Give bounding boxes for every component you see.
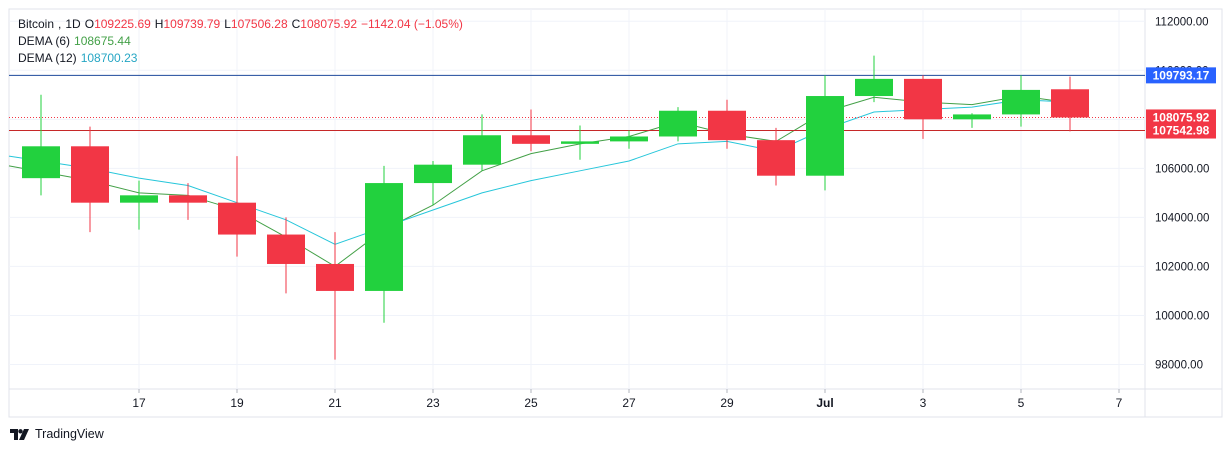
x-tick-label: 23 — [426, 396, 440, 410]
candle-body — [659, 110, 697, 137]
price-badge-label: 109793.17 — [1153, 68, 1210, 82]
price-badge — [1146, 122, 1216, 139]
brand-name: TradingView — [35, 427, 104, 441]
price-badge — [1146, 67, 1216, 84]
x-tick-label: 7 — [1116, 396, 1123, 410]
candle-body — [708, 110, 746, 141]
tradingview-icon — [10, 428, 29, 440]
candle — [904, 75, 942, 139]
candle-body — [806, 96, 844, 176]
y-tick-label: 106000.00 — [1155, 163, 1209, 175]
candle — [71, 126, 109, 233]
indicator-value: 108700.23 — [80, 51, 138, 65]
candle — [512, 109, 550, 152]
change-value: −1142.04 (−1.05%) — [361, 17, 463, 31]
candle — [757, 127, 795, 186]
indicator-legend-dema12[interactable]: DEMA (12) 108700.23 — [18, 50, 463, 67]
candle-body — [22, 146, 60, 179]
chart-frame — [8, 8, 1223, 418]
candle — [120, 180, 158, 230]
y-tick-label: 98000.00 — [1155, 359, 1203, 371]
indicator-line-dema-12- — [8, 99, 1071, 245]
open-value: 109225.69 — [94, 17, 151, 31]
candle-body — [512, 135, 550, 144]
candle-body — [365, 183, 403, 291]
candle — [169, 183, 207, 220]
x-tick-label: 19 — [230, 396, 244, 410]
symbol-legend-row: Bitcoin, 1D O109225.69 H109739.79 L10750… — [18, 17, 463, 31]
candle-body — [169, 195, 207, 203]
y-tick-label: 100000.00 — [1155, 310, 1209, 322]
high-label: H — [154, 17, 164, 31]
candle-body — [316, 263, 354, 291]
x-tick-label: 3 — [920, 396, 927, 410]
y-tick-label: 112000.00 — [1155, 16, 1209, 28]
symbol-interval: 1D — [65, 17, 81, 31]
indicator-legend-dema6[interactable]: DEMA (6) 108675.44 — [18, 33, 463, 50]
x-tick-label: Jul — [816, 396, 833, 410]
y-tick-label: 104000.00 — [1155, 212, 1209, 224]
x-tick-label: 29 — [720, 396, 734, 410]
candle — [806, 75, 844, 191]
candle-body — [1002, 89, 1040, 115]
candle — [855, 55, 893, 103]
candle-body — [218, 202, 256, 235]
candle — [218, 156, 256, 257]
candle — [708, 99, 746, 149]
candle — [316, 232, 354, 360]
x-tick-label: 25 — [524, 396, 538, 410]
x-tick-label: 27 — [622, 396, 636, 410]
candle — [953, 113, 991, 128]
candle-body — [904, 78, 942, 120]
close-label: C — [291, 17, 301, 31]
low-value: 107506.28 — [230, 17, 288, 31]
x-tick-label: 17 — [132, 396, 146, 410]
candle — [22, 94, 60, 196]
indicator-line-dema-6- — [8, 95, 1071, 268]
candle-body — [267, 234, 305, 264]
candle-body — [855, 78, 893, 97]
candle-body — [953, 114, 991, 120]
tradingview-logo[interactable]: TradingView — [10, 427, 104, 441]
candle — [561, 125, 599, 160]
candle — [463, 114, 501, 171]
candle — [610, 130, 648, 149]
candle-body — [463, 135, 501, 165]
candle — [267, 217, 305, 294]
indicator-value: 108675.44 — [74, 34, 131, 48]
high-value: 109739.79 — [163, 17, 221, 31]
candle — [1002, 75, 1040, 127]
price-badge-label: 108075.92 — [1153, 110, 1210, 124]
candle — [659, 107, 697, 142]
low-label: L — [224, 17, 231, 31]
price-badge-label: 107542.98 — [1153, 124, 1210, 138]
candle-body — [71, 146, 109, 203]
candle-body — [757, 140, 795, 176]
candle-body — [1051, 89, 1089, 118]
close-value: 108075.92 — [300, 17, 358, 31]
symbol-name[interactable]: Bitcoin — [18, 17, 55, 31]
candle — [1051, 76, 1089, 132]
open-label: O — [84, 17, 95, 31]
indicator-label: DEMA (12) — [18, 51, 77, 65]
candle — [414, 161, 452, 206]
x-tick-label: 5 — [1018, 396, 1025, 410]
candle-body — [610, 136, 648, 142]
x-tick-label: 21 — [328, 396, 342, 410]
candle-body — [561, 141, 599, 144]
y-tick-label: 102000.00 — [1155, 261, 1209, 273]
candle — [365, 165, 403, 323]
chart-legend: Bitcoin, 1D O109225.69 H109739.79 L10750… — [18, 16, 463, 67]
candle-body — [414, 164, 452, 184]
price-badge — [1146, 109, 1216, 126]
candle-body — [120, 195, 158, 203]
indicator-label: DEMA (6) — [18, 34, 71, 48]
